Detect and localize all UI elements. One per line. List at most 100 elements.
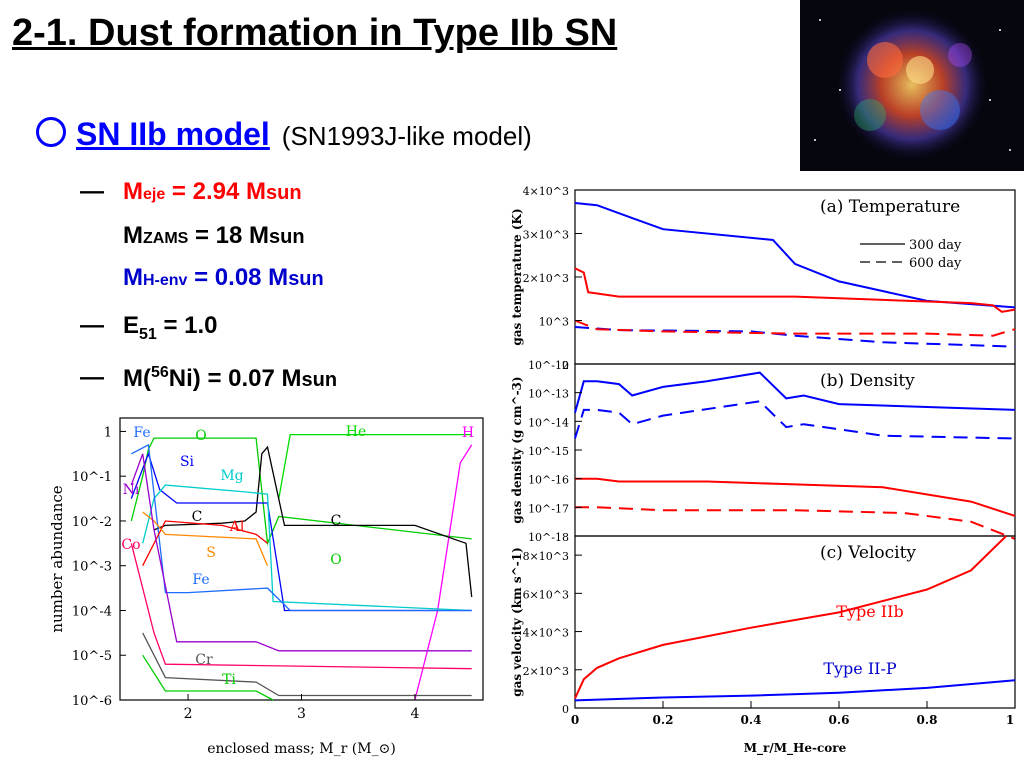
mzams-unit: sun bbox=[269, 226, 305, 248]
abundance-series-he bbox=[278, 433, 472, 499]
velocity-series bbox=[574, 535, 1007, 699]
mhenv-sub: H-env bbox=[143, 272, 188, 289]
velocity-y-tick-label: 0 bbox=[562, 703, 569, 716]
abundance-series-ti bbox=[142, 654, 274, 701]
element-label: C bbox=[331, 513, 342, 529]
meje-sub: eje bbox=[143, 186, 166, 203]
velocity-y-tick-label: 4×10^3 bbox=[523, 627, 569, 640]
element-label: O bbox=[330, 552, 341, 568]
abundance-series-si bbox=[130, 451, 472, 612]
density-y-axis-label: gas density (g cm^-3) bbox=[510, 376, 524, 523]
e51-value: = 1.0 bbox=[156, 312, 218, 339]
temperature-panel-title: (a) Temperature bbox=[820, 197, 960, 217]
density-y-tick-label: 10^-18 bbox=[528, 531, 569, 544]
meje-symbol: M bbox=[123, 178, 143, 205]
velocity-panel-title: (c) Velocity bbox=[820, 543, 916, 563]
abundance-series-s bbox=[142, 511, 269, 566]
meje-unit: sun bbox=[265, 182, 302, 204]
density-y-tick-label: 10^-13 bbox=[528, 388, 569, 401]
x-tick-label: 4 bbox=[410, 706, 419, 722]
velocity-series bbox=[574, 679, 1016, 702]
temperature-series bbox=[574, 202, 1016, 309]
e51-symbol: E bbox=[123, 312, 140, 339]
velocity-y-tick-label: 6×10^3 bbox=[523, 588, 569, 601]
temperature-series bbox=[574, 267, 1016, 313]
density-series bbox=[575, 477, 1016, 517]
density-y-tick-label: 10^-14 bbox=[528, 416, 569, 429]
y-tick-label: 10^-6 bbox=[72, 694, 112, 709]
temperature-y-tick-label: 10^3 bbox=[539, 316, 569, 329]
velocity-x-tick-label: 0.8 bbox=[917, 713, 938, 727]
density-panel-title: (b) Density bbox=[820, 371, 915, 391]
supernova-remnant-image bbox=[800, 0, 1024, 171]
element-label: S bbox=[206, 545, 216, 561]
abundance-series-fe bbox=[130, 443, 472, 612]
circle-bullet-icon bbox=[36, 117, 66, 147]
density-series bbox=[574, 371, 1016, 413]
element-label: Fe bbox=[192, 572, 209, 588]
ni-value: Ni) = 0.07 M bbox=[168, 365, 302, 392]
dash-icon: — bbox=[80, 178, 104, 205]
element-label: Ni bbox=[123, 482, 140, 498]
y-tick-label: 10^-5 bbox=[72, 649, 112, 664]
series-label-iip: Type II-P bbox=[823, 659, 897, 678]
abundance-series-al bbox=[142, 520, 268, 566]
meje-value: = 2.94 M bbox=[165, 178, 266, 205]
density-series bbox=[574, 400, 1016, 440]
mzams-sub: ZAMS bbox=[143, 230, 189, 247]
temperature-y-axis-label: gas temperature (K) bbox=[510, 208, 524, 345]
ni-superscript: 56 bbox=[150, 364, 169, 381]
ni-unit: sun bbox=[301, 369, 338, 391]
element-label: Co bbox=[121, 537, 140, 553]
element-label: Mg bbox=[220, 468, 243, 484]
y-tick-label: 10^-2 bbox=[72, 515, 112, 530]
element-label: H bbox=[462, 425, 474, 441]
temperature-y-tick-label: 2×10^3 bbox=[523, 272, 569, 285]
x-tick-label: 2 bbox=[184, 706, 193, 722]
temperature-y-tick-label: 0 bbox=[562, 359, 569, 372]
y-tick-label: 10^-4 bbox=[72, 604, 112, 619]
velocity-x-tick-label: 0.6 bbox=[829, 713, 850, 727]
y-tick-label: 1 bbox=[104, 425, 112, 440]
temperature-y-tick-label: 4×10^3 bbox=[523, 185, 569, 198]
model-heading: SN IIb model (SN1993J-like model) bbox=[36, 116, 532, 153]
legend-label: 300 day bbox=[909, 238, 962, 253]
velocity-y-tick-label: 8×10^3 bbox=[523, 550, 569, 563]
element-label: C bbox=[192, 509, 203, 525]
velocity-x-tick-label: 0.4 bbox=[741, 713, 762, 727]
slide-title: 2-1. Dust formation in Type IIb SN bbox=[12, 12, 618, 54]
density-y-tick-label: 10^-16 bbox=[528, 474, 569, 487]
mhenv-value: = 0.08 M bbox=[187, 264, 289, 291]
density-y-tick-label: 10^-15 bbox=[528, 445, 569, 458]
abundance-series-h bbox=[414, 444, 473, 701]
element-label: Cr bbox=[195, 652, 213, 668]
density-y-tick-label: 10^-17 bbox=[528, 502, 569, 515]
velocity-y-tick-label: 2×10^3 bbox=[523, 665, 569, 678]
dash-icon: — bbox=[80, 312, 104, 339]
x-axis-label: enclosed mass; M_r (M_⊙) bbox=[207, 741, 396, 757]
legend-label: 600 day bbox=[909, 256, 962, 271]
density-series bbox=[575, 506, 1016, 540]
abundance-series-mg bbox=[142, 484, 472, 612]
element-label: Ti bbox=[222, 672, 236, 688]
temperature-series bbox=[574, 319, 1016, 337]
mzams-symbol: M bbox=[123, 222, 143, 249]
abundance-series-o bbox=[130, 437, 472, 546]
series-label-iib: Type IIb bbox=[836, 602, 903, 621]
mzams-value: = 18 M bbox=[188, 222, 270, 249]
e51-sub: 51 bbox=[139, 325, 157, 343]
abundance-series-ni bbox=[130, 453, 472, 652]
element-label: Fe bbox=[133, 425, 150, 441]
abundance-plot-frame bbox=[119, 417, 484, 701]
x-tick-label: 3 bbox=[297, 706, 306, 722]
element-label: Al bbox=[229, 519, 245, 535]
dash-icon: — bbox=[80, 364, 104, 391]
element-label: Si bbox=[180, 454, 195, 470]
y-tick-label: 10^-1 bbox=[72, 470, 112, 485]
ni-prefix: M( bbox=[123, 365, 151, 392]
velocity-x-tick-label: 1 bbox=[1006, 713, 1014, 727]
velocity-y-axis-label: gas velocity (km s^-1) bbox=[510, 547, 524, 697]
velocity-x-tick-label: 0.2 bbox=[653, 713, 674, 727]
abundance-series-cr bbox=[142, 632, 472, 697]
